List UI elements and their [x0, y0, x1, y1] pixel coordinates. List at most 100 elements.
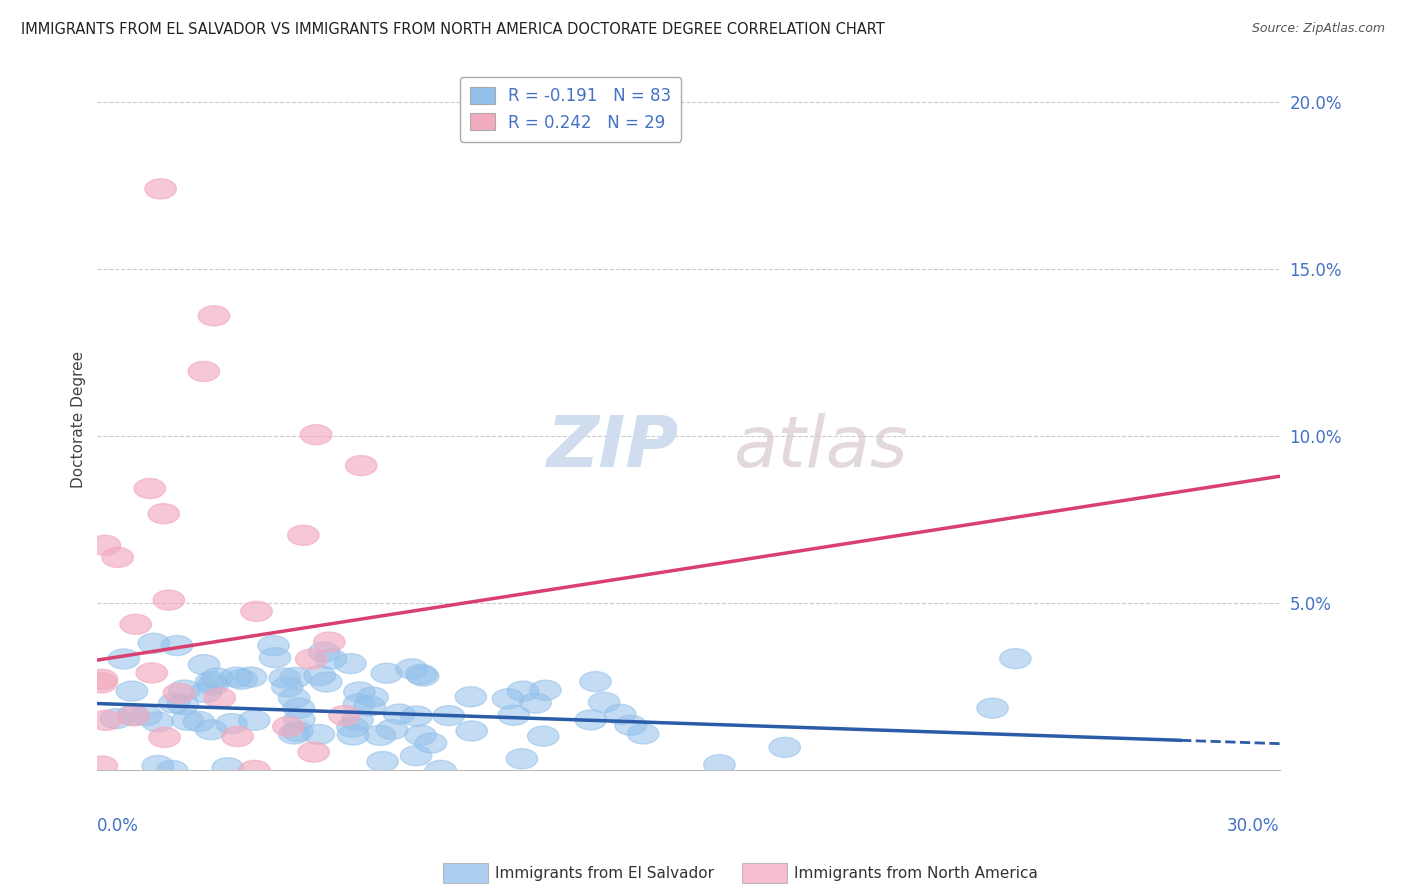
Ellipse shape	[405, 725, 436, 746]
Ellipse shape	[117, 681, 148, 701]
Ellipse shape	[162, 635, 193, 656]
Ellipse shape	[183, 712, 215, 731]
Ellipse shape	[131, 706, 162, 725]
Ellipse shape	[101, 548, 134, 567]
Ellipse shape	[86, 669, 118, 690]
Ellipse shape	[86, 756, 118, 776]
Ellipse shape	[977, 698, 1008, 718]
Ellipse shape	[703, 755, 735, 774]
Ellipse shape	[329, 706, 360, 725]
Ellipse shape	[195, 720, 226, 739]
Ellipse shape	[142, 712, 173, 731]
Ellipse shape	[149, 727, 180, 747]
Ellipse shape	[343, 694, 375, 714]
Ellipse shape	[278, 688, 309, 708]
Ellipse shape	[269, 668, 301, 688]
Ellipse shape	[367, 752, 398, 772]
Ellipse shape	[201, 668, 233, 688]
Y-axis label: Doctorate Degree: Doctorate Degree	[72, 351, 86, 488]
Ellipse shape	[163, 683, 194, 704]
Ellipse shape	[117, 705, 149, 725]
Ellipse shape	[384, 704, 415, 724]
Ellipse shape	[396, 659, 427, 679]
Ellipse shape	[159, 693, 190, 714]
Ellipse shape	[579, 672, 612, 691]
Ellipse shape	[281, 722, 314, 741]
Ellipse shape	[1000, 648, 1031, 669]
Text: IMMIGRANTS FROM EL SALVADOR VS IMMIGRANTS FROM NORTH AMERICA DOCTORATE DEGREE CO: IMMIGRANTS FROM EL SALVADOR VS IMMIGRANT…	[21, 22, 884, 37]
Ellipse shape	[222, 727, 253, 747]
Ellipse shape	[508, 681, 538, 701]
Ellipse shape	[212, 757, 243, 778]
Ellipse shape	[120, 615, 152, 634]
Ellipse shape	[401, 706, 432, 726]
Ellipse shape	[240, 601, 273, 622]
Ellipse shape	[343, 681, 375, 702]
Ellipse shape	[311, 672, 342, 692]
Ellipse shape	[456, 687, 486, 706]
Ellipse shape	[167, 695, 198, 714]
Ellipse shape	[433, 706, 464, 726]
Ellipse shape	[239, 710, 270, 731]
Ellipse shape	[605, 705, 636, 724]
Ellipse shape	[188, 655, 219, 674]
Ellipse shape	[456, 721, 488, 741]
Ellipse shape	[408, 666, 439, 686]
Ellipse shape	[156, 760, 188, 780]
Ellipse shape	[492, 689, 524, 709]
Ellipse shape	[301, 425, 332, 445]
Text: ZIP: ZIP	[547, 413, 679, 482]
Ellipse shape	[295, 649, 328, 669]
Ellipse shape	[280, 667, 311, 688]
Ellipse shape	[304, 665, 336, 686]
Text: Source: ZipAtlas.com: Source: ZipAtlas.com	[1251, 22, 1385, 36]
Ellipse shape	[197, 675, 228, 695]
Ellipse shape	[315, 649, 347, 669]
Ellipse shape	[415, 733, 447, 753]
Ellipse shape	[588, 692, 620, 713]
Ellipse shape	[298, 742, 329, 762]
Ellipse shape	[273, 716, 304, 737]
Ellipse shape	[342, 710, 373, 731]
Ellipse shape	[134, 478, 166, 499]
Ellipse shape	[364, 725, 396, 746]
Ellipse shape	[425, 760, 457, 780]
Ellipse shape	[627, 724, 659, 744]
Ellipse shape	[89, 535, 121, 556]
Ellipse shape	[198, 306, 229, 326]
Ellipse shape	[235, 667, 267, 687]
Text: 30.0%: 30.0%	[1227, 817, 1279, 835]
Ellipse shape	[337, 725, 368, 745]
Ellipse shape	[304, 724, 335, 745]
Text: 0.0%: 0.0%	[97, 817, 139, 835]
Ellipse shape	[283, 698, 315, 718]
Ellipse shape	[195, 672, 226, 691]
Ellipse shape	[259, 648, 291, 668]
Ellipse shape	[506, 748, 537, 769]
Ellipse shape	[278, 724, 309, 744]
Ellipse shape	[401, 746, 432, 765]
Ellipse shape	[498, 706, 530, 725]
Ellipse shape	[226, 669, 257, 690]
Ellipse shape	[118, 706, 149, 726]
Text: atlas: atlas	[734, 413, 908, 482]
Ellipse shape	[314, 632, 344, 652]
Ellipse shape	[172, 710, 204, 731]
Ellipse shape	[308, 642, 340, 662]
Ellipse shape	[288, 525, 319, 545]
Ellipse shape	[354, 696, 385, 716]
Ellipse shape	[239, 760, 270, 780]
Ellipse shape	[527, 726, 560, 747]
Ellipse shape	[90, 710, 121, 731]
Ellipse shape	[614, 715, 647, 735]
Ellipse shape	[100, 708, 132, 729]
Ellipse shape	[142, 756, 173, 775]
Ellipse shape	[405, 665, 437, 684]
Ellipse shape	[153, 590, 184, 610]
Ellipse shape	[136, 663, 167, 683]
Ellipse shape	[346, 456, 377, 475]
Ellipse shape	[520, 693, 551, 713]
Ellipse shape	[357, 687, 388, 707]
Text: Immigrants from North America: Immigrants from North America	[794, 866, 1038, 880]
Ellipse shape	[377, 720, 408, 739]
